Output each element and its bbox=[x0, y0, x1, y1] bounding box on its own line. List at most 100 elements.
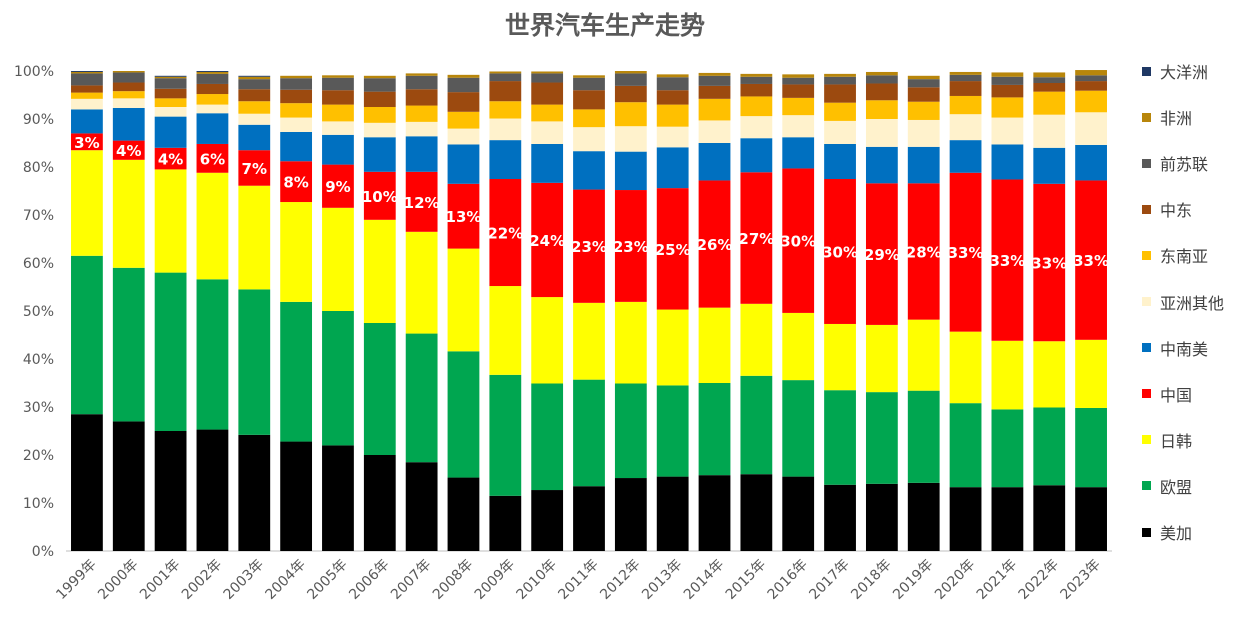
bar-segment-中国 bbox=[71, 133, 103, 151]
bar-segment-东南亚 bbox=[656, 104, 689, 127]
bar-segment-非洲 bbox=[865, 71, 898, 76]
bar-segment-欧盟 bbox=[991, 409, 1024, 488]
y-tick-label: 20% bbox=[23, 448, 54, 464]
bar-segment-中南美 bbox=[614, 151, 647, 191]
bar-segment-中国 bbox=[154, 147, 187, 170]
bar-segment-日韩 bbox=[405, 231, 438, 334]
x-tick-label: 2010年 bbox=[514, 557, 560, 603]
bar-segment-欧盟 bbox=[573, 379, 605, 487]
bar-segment-中东 bbox=[322, 90, 354, 105]
bar-segment-东南亚 bbox=[991, 97, 1024, 118]
bar-segment-亚洲其他 bbox=[71, 98, 103, 110]
legend-swatch bbox=[1142, 66, 1151, 76]
bar-segment-亚洲其他 bbox=[656, 126, 689, 148]
bar-segment-前苏联 bbox=[1033, 77, 1066, 83]
y-tick-label: 50% bbox=[23, 304, 54, 320]
x-tick-label: 2011年 bbox=[555, 557, 601, 603]
legend-item: 日韩 bbox=[1142, 429, 1192, 451]
bar-segment-中南美 bbox=[824, 143, 856, 179]
bar-segment-中国 bbox=[196, 143, 229, 173]
bar-segment-中南美 bbox=[991, 144, 1024, 180]
bar-segment-中国 bbox=[573, 189, 605, 303]
bar-segment-非洲 bbox=[531, 71, 564, 74]
legend-item: 亚洲其他 bbox=[1142, 291, 1224, 313]
bar-segment-中国 bbox=[614, 190, 647, 302]
bar-segment-非洲 bbox=[280, 75, 313, 79]
bar-segment-中东 bbox=[531, 82, 564, 105]
y-tick-label: 90% bbox=[23, 112, 54, 128]
bar-segment-前苏联 bbox=[698, 75, 731, 86]
bar-segment-美加 bbox=[322, 445, 354, 551]
bar-segment-非洲 bbox=[447, 74, 480, 78]
bar-segment-中南美 bbox=[196, 113, 229, 144]
bar-segment-中东 bbox=[740, 83, 773, 97]
bar-segment-中东 bbox=[238, 89, 271, 102]
bar-segment-非洲 bbox=[991, 72, 1024, 77]
bar-segment-亚洲其他 bbox=[238, 113, 271, 125]
bar-segment-非洲 bbox=[489, 71, 522, 74]
bar-segment-中东 bbox=[405, 89, 438, 106]
bar-segment-中国 bbox=[322, 164, 354, 208]
legend-item: 大洋洲 bbox=[1142, 60, 1208, 82]
legend-item: 中南美 bbox=[1142, 337, 1208, 359]
bar-segment-中南美 bbox=[531, 143, 564, 183]
legend-label: 大洋洲 bbox=[1160, 63, 1209, 82]
data-label-china: 33% bbox=[1031, 255, 1067, 273]
bar-segment-欧盟 bbox=[112, 267, 145, 422]
bar-segment-中国 bbox=[991, 179, 1024, 341]
bar-segment-非洲 bbox=[112, 71, 145, 73]
bar-segment-前苏联 bbox=[447, 77, 480, 93]
bar-segment-美加 bbox=[1075, 487, 1107, 551]
bar-segment-中国 bbox=[949, 172, 982, 332]
bar-segment-前苏联 bbox=[112, 72, 145, 83]
bar-segment-日韩 bbox=[154, 169, 187, 273]
bar-segment-非洲 bbox=[322, 75, 354, 78]
legend-swatch bbox=[1142, 343, 1151, 353]
bar-segment-中国 bbox=[782, 168, 815, 313]
bar-segment-中东 bbox=[782, 84, 815, 98]
data-label-china: 22% bbox=[487, 225, 523, 243]
bar-segment-美加 bbox=[614, 478, 647, 551]
bar-segment-非洲 bbox=[154, 76, 187, 79]
bar-segment-日韩 bbox=[447, 248, 480, 352]
legend-label: 日韩 bbox=[1160, 431, 1193, 451]
bar-segment-中东 bbox=[71, 85, 103, 93]
data-label-china: 33% bbox=[989, 252, 1025, 270]
legend-item: 美加 bbox=[1142, 521, 1192, 543]
bar-segment-中南美 bbox=[782, 137, 815, 169]
legend-swatch bbox=[1142, 250, 1151, 260]
bar-segment-非洲 bbox=[614, 71, 647, 74]
legend-label: 中东 bbox=[1160, 201, 1193, 221]
bar-segment-亚洲其他 bbox=[907, 119, 940, 147]
legend-item: 非洲 bbox=[1142, 106, 1192, 128]
bar-segment-中南美 bbox=[71, 109, 103, 134]
data-label-china: 4% bbox=[158, 151, 183, 169]
x-tick-label: 2001年 bbox=[137, 557, 183, 603]
legend-item: 中东 bbox=[1142, 198, 1192, 220]
bar-segment-前苏联 bbox=[865, 75, 898, 84]
bar-segment-日韩 bbox=[782, 312, 815, 381]
data-label-china: 7% bbox=[242, 160, 267, 178]
data-label-china: 24% bbox=[529, 232, 565, 250]
legend-swatch bbox=[1142, 112, 1151, 122]
legend-swatch bbox=[1142, 297, 1151, 306]
bar-segment-日韩 bbox=[531, 297, 564, 384]
bar-segment-美加 bbox=[1033, 485, 1066, 551]
x-tick-label: 2007年 bbox=[388, 557, 434, 603]
bar-segment-非洲 bbox=[740, 73, 773, 77]
bar-segment-中国 bbox=[405, 171, 438, 232]
data-label-china: 23% bbox=[613, 238, 649, 256]
x-tick-label: 2003年 bbox=[221, 557, 267, 603]
legend-label: 欧盟 bbox=[1160, 477, 1193, 497]
bar-segment-亚洲其他 bbox=[1075, 112, 1107, 145]
x-tick-label: 2008年 bbox=[430, 557, 476, 603]
bar-segment-欧盟 bbox=[740, 375, 773, 475]
bar-segment-前苏联 bbox=[280, 78, 313, 90]
y-tick-label: 70% bbox=[23, 208, 54, 224]
bar-segment-中国 bbox=[280, 161, 313, 203]
bar-segment-中东 bbox=[280, 89, 313, 104]
bar-segment-中南美 bbox=[907, 146, 940, 184]
data-label-china: 29% bbox=[864, 246, 900, 264]
bar-segment-东南亚 bbox=[112, 91, 145, 99]
legend-label: 非洲 bbox=[1160, 109, 1193, 129]
